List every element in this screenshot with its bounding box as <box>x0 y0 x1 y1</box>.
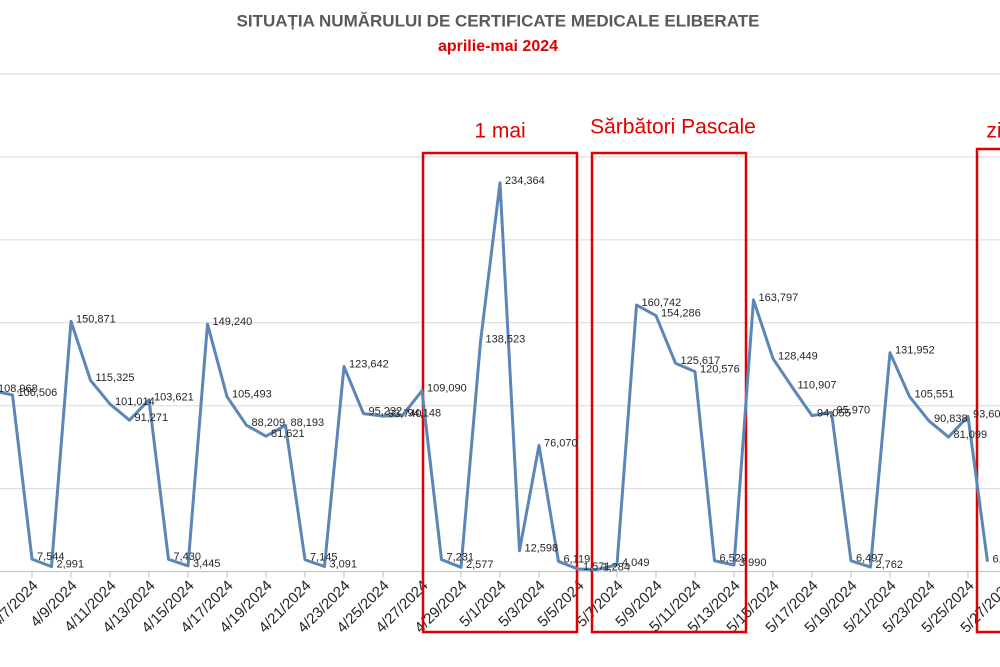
value-label: 160,742 <box>642 297 682 309</box>
value-label: 2,577 <box>466 559 494 571</box>
value-label: 81,099 <box>954 429 988 441</box>
value-label: 131,952 <box>895 345 935 357</box>
value-label: 3,445 <box>193 558 221 570</box>
value-label: 7,544 <box>37 551 65 563</box>
value-label: 81,621 <box>271 428 305 440</box>
value-label: 4,049 <box>622 557 650 569</box>
annotation-box <box>975 147 1000 634</box>
value-label: 94,148 <box>408 407 442 419</box>
value-label: 123,642 <box>349 358 389 370</box>
value-label: 7,145 <box>310 552 338 564</box>
value-label: 95,232 <box>369 406 403 418</box>
value-label: 6,529 <box>720 553 748 565</box>
value-label: 91,271 <box>135 412 169 424</box>
annotation: zi <box>986 120 1000 143</box>
value-label: 128,449 <box>778 350 818 362</box>
value-label: 154,286 <box>661 308 701 320</box>
value-label: 163,797 <box>759 292 799 304</box>
value-label: 95,970 <box>837 404 871 416</box>
value-label: 110,907 <box>798 380 837 392</box>
value-label: 101,014 <box>115 396 155 408</box>
chart-subtitle: aprilie-mai 2024 <box>438 38 558 55</box>
value-label: 88,193 <box>291 417 325 429</box>
value-label: 88,209 <box>252 417 286 429</box>
value-label: 2,991 <box>57 559 85 571</box>
value-label: 76,070 <box>544 437 578 449</box>
value-label: 109,090 <box>427 383 467 395</box>
value-label: 1,284 <box>603 561 631 573</box>
value-label: 234,364 <box>505 175 545 187</box>
value-label: 3,091 <box>330 558 358 570</box>
value-label: 90,838 <box>934 413 968 425</box>
value-label: 150,871 <box>76 313 116 325</box>
value-label: 93,600 <box>973 408 1000 420</box>
annotation: 1 mai <box>474 120 525 143</box>
value-label: 115,325 <box>96 372 135 384</box>
value-label: 6,119 <box>564 553 591 565</box>
value-label: 108,968 <box>0 383 38 395</box>
value-label: 7,231 <box>447 552 475 564</box>
value-label: 1,571 <box>583 561 611 573</box>
value-label: 106,506 <box>18 387 58 399</box>
value-label: 6,000 <box>993 554 1000 566</box>
value-label: 3,990 <box>739 557 767 569</box>
value-label: 12,598 <box>525 543 559 555</box>
annotation: Sărbători Pascale <box>590 116 756 139</box>
value-label: 105,493 <box>232 389 272 401</box>
value-label: 6,497 <box>856 553 884 565</box>
chart-title: SITUAȚIA NUMĂRULUI DE CERTIFICATE MEDICA… <box>237 11 760 30</box>
value-label: 138,523 <box>486 334 526 346</box>
value-label: 93,740 <box>388 408 422 420</box>
value-label: 103,621 <box>154 392 194 404</box>
value-label: 7,430 <box>174 551 202 563</box>
value-label: 105,551 <box>915 388 955 400</box>
value-label: 2,762 <box>876 559 904 571</box>
data-line <box>0 181 989 571</box>
value-label: 125,617 <box>681 355 721 367</box>
value-label: 120,576 <box>700 364 740 376</box>
value-label: 94,055 <box>817 408 851 420</box>
value-label: 149,240 <box>213 316 253 328</box>
